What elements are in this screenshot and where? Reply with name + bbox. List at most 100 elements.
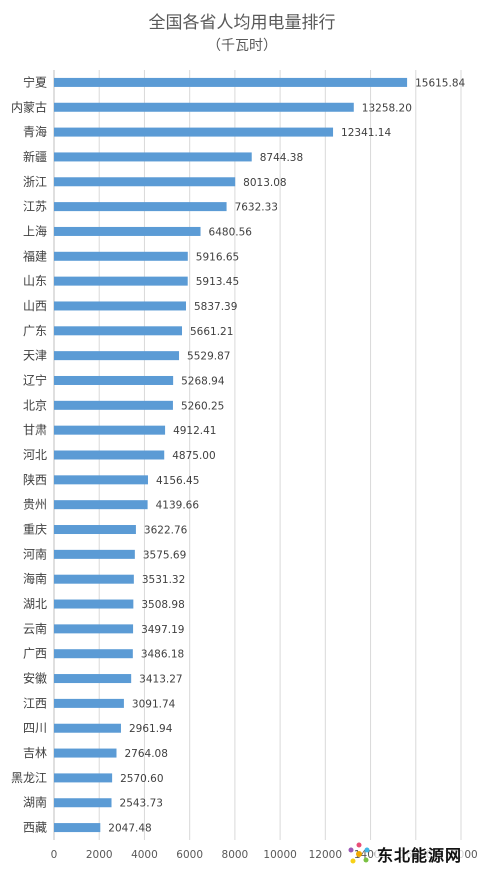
bar xyxy=(54,226,201,236)
data-label: 3091.74 xyxy=(132,698,176,710)
data-label: 4156.45 xyxy=(156,475,199,487)
data-label: 3486.18 xyxy=(141,649,184,661)
x-tick-label: 0 xyxy=(51,849,58,861)
bar xyxy=(54,748,117,758)
data-label: 2543.73 xyxy=(120,798,163,810)
category-label: 江苏 xyxy=(23,200,47,214)
data-label: 8744.38 xyxy=(260,152,303,164)
bar xyxy=(54,152,252,162)
data-label: 5661.21 xyxy=(190,326,233,338)
bar xyxy=(54,375,174,385)
category-label: 陕西 xyxy=(23,472,47,487)
data-label: 5837.39 xyxy=(194,301,237,313)
bar xyxy=(54,276,188,286)
bar xyxy=(54,723,121,733)
category-label: 辽宁 xyxy=(23,372,47,387)
bar xyxy=(54,400,173,410)
data-label: 3508.98 xyxy=(141,599,184,611)
bar xyxy=(54,351,180,361)
bar xyxy=(54,127,334,137)
bar xyxy=(54,202,227,212)
category-label: 北京 xyxy=(23,398,47,412)
data-label: 5529.87 xyxy=(187,351,230,363)
value-labels: 15615.84 13258.20 12341.14 8744.38 8013.08 76… xyxy=(108,77,465,834)
data-label: 2764.08 xyxy=(124,748,167,760)
data-label: 5913.45 xyxy=(196,276,239,288)
data-label: 3413.27 xyxy=(139,674,182,686)
bar xyxy=(54,574,134,584)
bar xyxy=(54,649,133,659)
category-label: 四川 xyxy=(23,721,47,735)
category-label: 黑龙江 xyxy=(11,771,47,785)
bar xyxy=(54,549,135,559)
data-label: 5916.65 xyxy=(196,251,239,263)
bar xyxy=(54,475,148,485)
data-label: 8013.08 xyxy=(243,177,286,189)
data-label: 3575.69 xyxy=(143,549,186,561)
category-label: 云南 xyxy=(23,621,47,636)
bar xyxy=(54,525,136,535)
category-label: 湖南 xyxy=(23,795,47,810)
data-label: 2570.60 xyxy=(120,773,163,785)
category-label: 浙江 xyxy=(23,175,47,189)
bar xyxy=(54,624,134,634)
category-label: 天津 xyxy=(23,349,47,363)
category-label: 河南 xyxy=(23,546,47,561)
bar xyxy=(54,450,165,460)
x-tick-label: 10000 xyxy=(263,849,296,861)
data-label: 4912.41 xyxy=(173,425,216,437)
bar xyxy=(54,674,132,684)
data-label: 2047.48 xyxy=(108,823,151,835)
bar xyxy=(54,425,166,435)
data-label: 3622.76 xyxy=(144,525,188,537)
bar xyxy=(54,177,236,187)
bar xyxy=(54,599,134,609)
category-label: 河北 xyxy=(23,448,47,462)
category-label: 内蒙古 xyxy=(11,99,47,114)
bar xyxy=(54,251,188,261)
category-label: 西藏 xyxy=(23,821,47,835)
data-label: 6480.56 xyxy=(209,226,253,238)
bar xyxy=(54,773,113,783)
data-label: 7632.33 xyxy=(235,202,278,214)
category-label: 安徽 xyxy=(23,671,47,686)
data-label: 4139.66 xyxy=(156,500,200,512)
category-label: 吉林 xyxy=(23,746,47,760)
x-tick-label: 12000 xyxy=(309,849,342,861)
category-label: 江西 xyxy=(23,696,47,710)
grid-lines xyxy=(53,70,462,840)
category-label: 上海 xyxy=(23,223,47,238)
x-tick-label: 8000 xyxy=(222,849,249,861)
bars xyxy=(54,77,408,833)
category-labels: 宁夏内蒙古青海新疆浙江江苏上海福建山东山西广东天津辽宁北京甘肃河北陕西贵州重庆河… xyxy=(11,74,47,834)
chart-subtitle: （千瓦时） xyxy=(207,38,277,54)
category-label: 福建 xyxy=(23,248,47,263)
x-tick-label: 4000 xyxy=(131,849,158,861)
category-label: 山西 xyxy=(23,299,47,313)
category-label: 广西 xyxy=(23,647,47,661)
bar xyxy=(54,798,112,808)
bar xyxy=(54,823,101,833)
category-label: 青海 xyxy=(23,124,47,139)
bar xyxy=(54,500,148,510)
bar xyxy=(54,301,186,311)
data-label: 3531.32 xyxy=(142,574,185,586)
category-label: 新疆 xyxy=(23,149,47,164)
category-label: 湖北 xyxy=(23,596,47,611)
category-label: 宁夏 xyxy=(23,74,47,89)
bar xyxy=(54,698,124,708)
category-label: 甘肃 xyxy=(23,423,47,437)
data-label: 4875.00 xyxy=(172,450,215,462)
data-label: 12341.14 xyxy=(341,127,391,139)
bar xyxy=(54,102,354,112)
x-tick-label: 6000 xyxy=(176,849,203,861)
bar xyxy=(54,326,183,336)
data-label: 13258.20 xyxy=(362,102,412,114)
data-label: 5260.25 xyxy=(181,400,224,412)
watermark-text: 东北能源网 xyxy=(375,842,465,866)
data-label: 15615.84 xyxy=(415,77,465,89)
category-label: 重庆 xyxy=(23,523,47,537)
data-label: 2961.94 xyxy=(129,723,173,735)
chart-title: 全国各省人均用电量排行 xyxy=(149,13,336,33)
